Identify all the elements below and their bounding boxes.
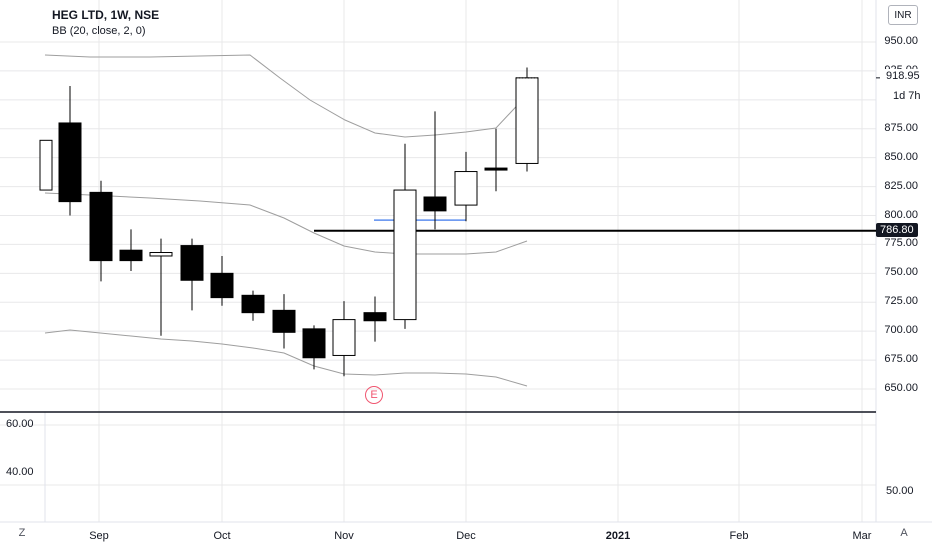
bb-upper-line xyxy=(44,54,528,138)
time-tick-label: Oct xyxy=(213,530,231,542)
osc-label-50: 50.00 xyxy=(886,485,914,497)
candle-body xyxy=(332,319,356,356)
time-tick-label: Feb xyxy=(729,530,749,542)
candle-body xyxy=(393,189,417,321)
time-tick-label: Dec xyxy=(456,530,476,542)
time-tick-label: Nov xyxy=(334,530,354,542)
candle-body xyxy=(484,167,508,171)
price-tick-label: 850.00 xyxy=(884,150,918,163)
candle-body xyxy=(363,312,387,322)
auto-scale-button[interactable]: A xyxy=(900,527,908,539)
candle-body xyxy=(241,294,265,314)
candle-body xyxy=(423,196,447,212)
hline-price-tag: 786.80 xyxy=(876,223,918,237)
price-tick-label: 675.00 xyxy=(884,353,918,366)
earnings-marker-icon[interactable]: E xyxy=(365,386,383,404)
countdown-tag: 1d 7h xyxy=(889,89,925,103)
candle-body xyxy=(272,309,296,333)
price-tick-label: 825.00 xyxy=(884,179,918,192)
time-tick-label: Sep xyxy=(89,530,109,542)
time-tick-label: 2021 xyxy=(605,530,631,542)
price-tick-label: 700.00 xyxy=(884,324,918,337)
candle-body xyxy=(302,328,326,359)
candle-body xyxy=(89,191,113,262)
chart-symbol-title: HEG LTD, 1W, NSE xyxy=(52,8,160,22)
bb-middle-line xyxy=(44,192,528,255)
candle-body xyxy=(180,245,204,281)
bollinger-indicator-label[interactable]: BB (20, close, 2, 0) xyxy=(52,25,146,37)
candle-body xyxy=(149,252,173,257)
zoom-button[interactable]: Z xyxy=(18,527,26,539)
currency-button[interactable]: INR xyxy=(888,5,918,25)
price-tick-label: 800.00 xyxy=(884,208,918,221)
price-tick-label: 650.00 xyxy=(884,382,918,394)
osc-label-40: 40.00 xyxy=(6,466,34,478)
last-price-tag: 918.95 xyxy=(882,69,924,83)
candle-body xyxy=(210,272,234,299)
bb-lower-line xyxy=(44,329,528,387)
price-tick-label: 750.00 xyxy=(884,266,918,279)
candle-body xyxy=(119,249,143,262)
candle-body xyxy=(58,122,82,203)
price-tick-label: 725.00 xyxy=(884,295,918,308)
candle-body xyxy=(515,77,539,164)
price-tick-label: 875.00 xyxy=(884,121,918,134)
osc-label-60: 60.00 xyxy=(6,418,34,430)
price-tick-label: 775.00 xyxy=(884,237,918,250)
time-tick-label: Mar xyxy=(852,530,872,542)
price-tick-label: 950.00 xyxy=(884,35,918,47)
candle-body xyxy=(39,139,53,191)
candle-body xyxy=(454,171,478,206)
